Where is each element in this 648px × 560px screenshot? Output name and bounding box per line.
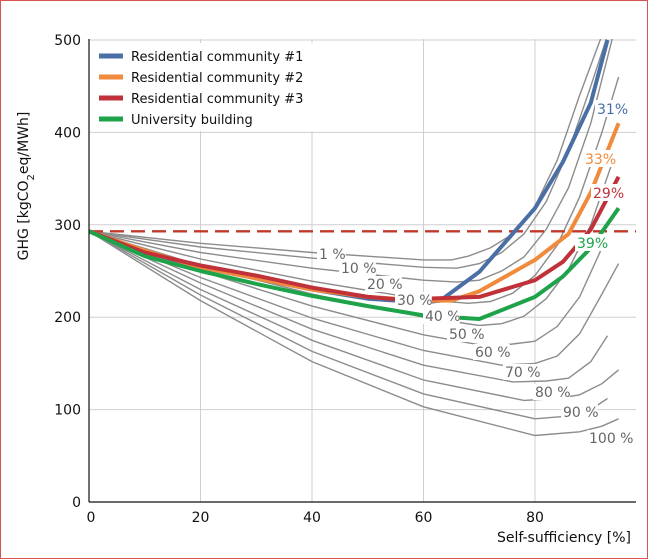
scenario-label-bg-5 <box>423 308 460 324</box>
y-tick-label-400: 400 <box>54 125 81 141</box>
series-end-label-4: 39% <box>577 236 608 252</box>
x-tick-label-40: 40 <box>303 510 321 526</box>
x-tick-label-60: 60 <box>415 510 433 526</box>
scenario-label-bg-9 <box>533 384 570 400</box>
scenario-label-bg-6 <box>447 326 484 342</box>
scenario-label-5: 40 % <box>425 309 461 325</box>
scenario-label-bg-1 <box>317 246 346 262</box>
scenario-label-bg-2 <box>339 260 376 276</box>
series-end-label-2: 33% <box>585 152 616 168</box>
series-end-label-bg-1 <box>595 100 629 117</box>
scenario-label-10: 90 % <box>563 405 599 421</box>
scenario-label-8: 70 % <box>505 365 541 381</box>
scenario-curves <box>89 39 620 437</box>
scenario-label-bg-3 <box>365 276 402 292</box>
scenario-label-7: 60 % <box>475 345 511 361</box>
series-end-label-3: 29% <box>593 186 624 202</box>
legend-box <box>95 43 345 131</box>
scenario-label-3: 20 % <box>367 277 403 293</box>
scenario-label-1: 1 % <box>319 247 346 263</box>
scenario-label-2: 10 % <box>341 261 377 277</box>
series-end-label-bg-2 <box>583 150 617 167</box>
scenario-label-6: 50 % <box>449 327 485 343</box>
series-end-label-bg-3 <box>591 184 625 201</box>
scenario-curve-8 <box>89 230 609 383</box>
series-end-label-1: 31% <box>597 102 628 118</box>
y-axis-label: GHG [kgCO2eq/MWh] <box>16 112 37 261</box>
scenario-label-11: 100 % <box>589 431 633 447</box>
y-tick-label-100: 100 <box>54 403 81 419</box>
scenario-label-4: 30 % <box>397 293 433 309</box>
scenario-curve-11 <box>89 230 619 437</box>
y-tick-label-0: 0 <box>72 495 81 511</box>
scenario-labels: 1 %10 %20 %30 %40 % 50 % 60 % 70 % 80 % 90 % 1… <box>317 246 633 447</box>
scenario-curve-9 <box>89 230 620 402</box>
y-tick-label-500: 500 <box>54 33 81 49</box>
scenario-label-bg-10 <box>561 404 598 420</box>
x-tick-label-80: 80 <box>526 510 544 526</box>
series-end-label-bg-4 <box>575 234 609 251</box>
y-axis-label-sub: 2 <box>26 174 37 180</box>
series-end-labels: 31% 33% 29% 39% <box>575 100 629 252</box>
legend: Residential community #1 Residential comm… <box>95 43 345 131</box>
scenario-curve-5 <box>89 159 614 327</box>
y-tick-label-300: 300 <box>54 218 81 234</box>
y-axis-label-main: GHG [kgCO <box>16 180 32 260</box>
scenario-label-9: 80 % <box>535 385 571 401</box>
scenario-label-bg-7 <box>473 344 510 360</box>
scenario-label-bg-8 <box>503 364 540 380</box>
x-tick-label-0: 0 <box>87 510 96 526</box>
legend-label-2: Residential community #2 <box>131 71 303 86</box>
scenario-curve-1 <box>89 39 602 261</box>
scenario-curve-3 <box>89 39 613 283</box>
series-line-4 <box>89 207 621 321</box>
scenario-curve-4 <box>89 76 620 305</box>
scenario-label-bg-4 <box>395 292 432 308</box>
axes: 0 20 40 60 80 0 100 200 300 400 500 <box>54 33 636 526</box>
y-tick-label-200: 200 <box>54 310 81 326</box>
x-tick-label-20: 20 <box>192 510 210 526</box>
legend-label-3: Residential community #3 <box>131 92 303 107</box>
legend-label-4: University building <box>131 113 253 128</box>
scenario-label-bg-11 <box>587 430 632 446</box>
x-axis-label: Self-sufficiency [%] <box>497 530 631 546</box>
y-axis-label-unit: eq/MWh] <box>16 112 32 174</box>
legend-label-1: Residential community #1 <box>131 50 303 65</box>
